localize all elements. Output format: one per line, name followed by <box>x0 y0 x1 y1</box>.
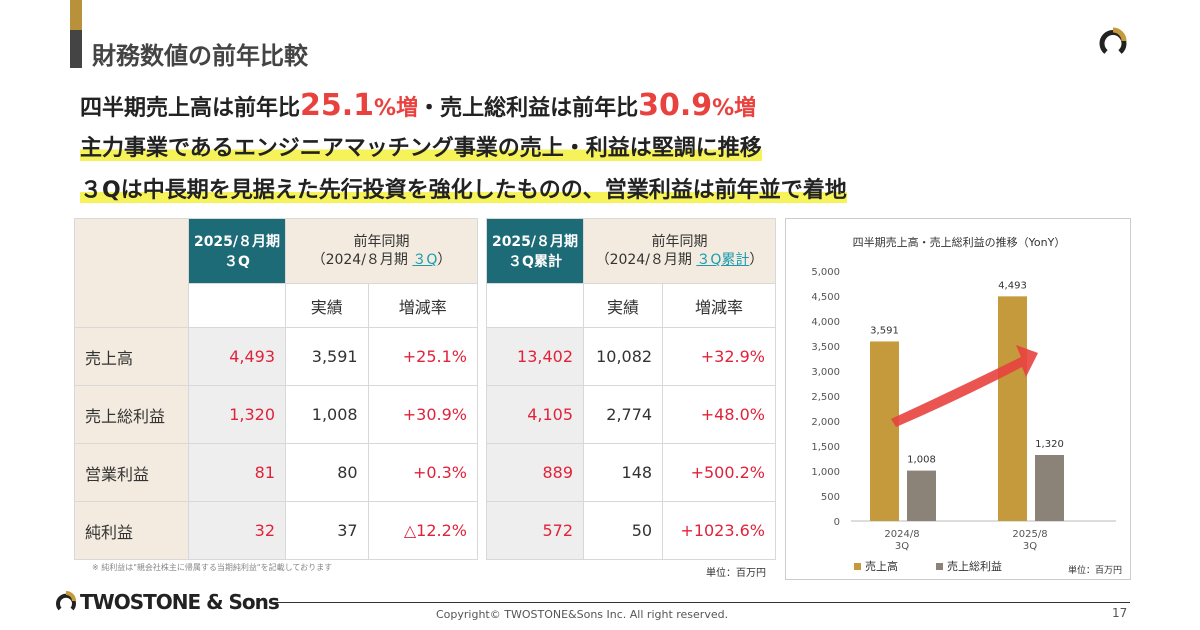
prior-value: 80 <box>285 443 369 502</box>
y-tick-label: 3,000 <box>811 367 840 378</box>
y-tick-label: 1,500 <box>811 442 840 453</box>
prior-value: 37 <box>285 501 369 560</box>
change-rate: +32.9% <box>662 327 776 386</box>
table-row: 4,105 2,774 +48.0% <box>486 385 776 444</box>
page-number: 17 <box>1112 606 1128 620</box>
current-value: 13,402 <box>486 327 584 386</box>
x-tick-label: 3Q <box>895 541 909 552</box>
current-value: 572 <box>486 501 584 560</box>
y-tick-label: 2,500 <box>811 392 840 403</box>
x-tick-label: 2025/8 <box>1012 529 1047 540</box>
current-value: 81 <box>188 443 286 502</box>
table-row: 営業利益 81 80 +0.3% <box>74 443 479 502</box>
prior-value: 50 <box>582 501 664 560</box>
table-row: 売上高 4,493 3,591 +25.1% <box>74 327 479 386</box>
table-row: 13,402 10,082 +32.9% <box>486 327 776 386</box>
headline: 四半期売上高は前年比25.1%増・売上総利益は前年比30.9%増 <box>80 88 757 123</box>
table-row: 売上総利益 1,320 1,008 +30.9% <box>74 385 479 444</box>
y-tick-label: 4,500 <box>811 292 840 303</box>
prior-value: 148 <box>582 443 664 502</box>
headline-line-2: 主力事業であるエンジニアマッチング事業の売上・利益は堅調に推移 <box>80 136 762 161</box>
bar-chart: 四半期売上高・売上総利益の推移（YonY） 0 500 1,000 1,500 2,000… <box>811 235 1122 576</box>
change-rate: △12.2% <box>367 501 479 560</box>
legend-label: 売上高 <box>865 559 898 573</box>
current-value: 1,320 <box>188 385 286 444</box>
copyright: Copyright© TWOSTONE&Sons Inc. All right … <box>436 608 729 621</box>
table-row: 572 50 +1023.6% <box>486 501 776 560</box>
table-row: 純利益 32 37 △12.2% <box>74 501 479 560</box>
legend-swatch <box>854 563 861 570</box>
chart-title: 四半期売上高・売上総利益の推移（YonY） <box>853 235 1066 249</box>
change-rate: +25.1% <box>367 327 479 386</box>
current-value: 4,493 <box>188 327 286 386</box>
prior-value: 3,591 <box>285 327 369 386</box>
change-rate: +0.3% <box>367 443 479 502</box>
row-label: 純利益 <box>74 501 189 560</box>
y-tick-label: 0 <box>834 517 840 528</box>
bar-sales <box>998 296 1027 521</box>
quarter-table: 2025/８月期 ３Q 前年同期 （2024/８月期 ３Q） 実績 実績 増減率 売上高 4… <box>74 218 479 560</box>
headline-line-3: ３Qは中長期を見据えた先行投資を強化したものの、営業利益は前年並で着地 <box>80 178 847 203</box>
y-tick-label: 1,000 <box>811 467 840 478</box>
cumulative-table: 2025/８月期 ３Q累計 前年同期 （2024/８月期 ３Q累計） 実績 実績 増減率 … <box>486 218 776 560</box>
y-tick-label: 2,000 <box>811 417 840 428</box>
y-tick-label: 4,000 <box>811 317 840 328</box>
brand-logo-icon <box>1099 27 1127 54</box>
chart-unit: 単位：百万円 <box>1068 564 1122 576</box>
y-tick-label: 5,000 <box>811 267 840 278</box>
prior-value: 1,008 <box>285 385 369 444</box>
page-title: 財務数値の前年比較 <box>92 42 308 70</box>
change-rate: +48.0% <box>662 385 776 444</box>
footer-divider <box>272 602 1130 603</box>
x-tick-label: 3Q <box>1023 541 1037 552</box>
footnote: ※ 純利益は"親会社株主に帰属する当期純利益"を記載しております <box>92 563 333 572</box>
chart-panel: 四半期売上高・売上総利益の推移（YonY） 0 500 1,000 1,500 2,000… <box>785 218 1131 580</box>
footer-logo-icon <box>56 591 76 611</box>
legend-label: 売上総利益 <box>947 559 1002 573</box>
data-label: 3,591 <box>870 325 899 336</box>
prior-value: 2,774 <box>582 385 664 444</box>
change-rate: +1023.6% <box>662 501 776 560</box>
row-label: 売上高 <box>74 327 189 386</box>
bar-gross-profit <box>907 470 936 521</box>
growth-arrow <box>891 345 1038 427</box>
row-label: 営業利益 <box>74 443 189 502</box>
prior-value: 10,082 <box>582 327 664 386</box>
footer-logo-text: TWOSTONE & Sons <box>80 590 280 614</box>
legend-swatch <box>936 563 943 570</box>
change-rate: +30.9% <box>367 385 479 444</box>
title-accent-bar <box>70 0 82 68</box>
data-label: 1,320 <box>1035 439 1064 450</box>
data-label: 4,493 <box>998 280 1027 291</box>
current-value: 4,105 <box>486 385 584 444</box>
change-rate: +500.2% <box>662 443 776 502</box>
bar-sales <box>870 341 899 521</box>
bar-gross-profit <box>1035 455 1064 521</box>
x-tick-label: 2024/8 <box>884 529 919 540</box>
table-unit: 単位：百万円 <box>706 568 766 579</box>
data-label: 1,008 <box>907 455 936 466</box>
y-tick-label: 3,500 <box>811 342 840 353</box>
y-tick-label: 500 <box>821 492 840 503</box>
table-row: 889 148 +500.2% <box>486 443 776 502</box>
current-value: 32 <box>188 501 286 560</box>
current-value: 889 <box>486 443 584 502</box>
row-label: 売上総利益 <box>74 385 189 444</box>
